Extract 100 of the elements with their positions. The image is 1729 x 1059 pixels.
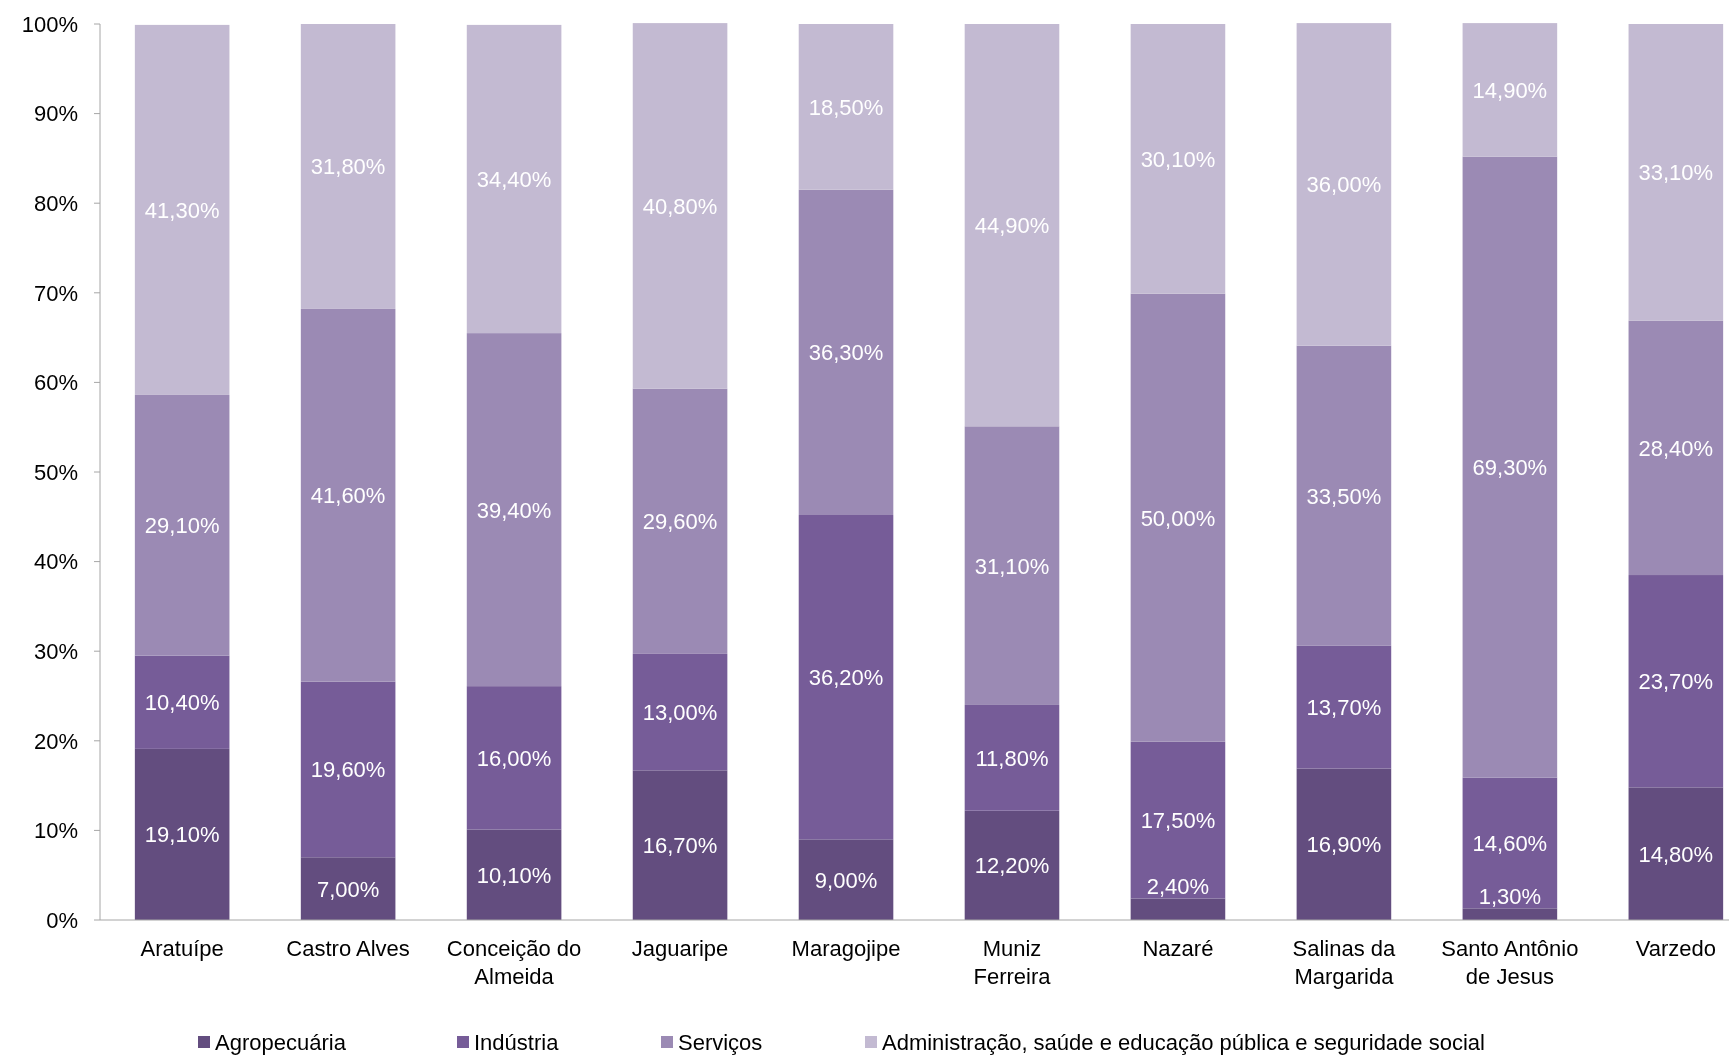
bar xyxy=(300,308,396,682)
y-tick-label: 90% xyxy=(33,101,78,127)
bar xyxy=(1462,23,1558,157)
bar xyxy=(632,23,728,389)
bar xyxy=(466,829,562,920)
data-label: 13,00% xyxy=(642,700,718,726)
x-tick-label: Salinas da Margarida xyxy=(1292,936,1397,989)
bar xyxy=(632,653,728,771)
data-label: 41,30% xyxy=(144,197,220,223)
bar xyxy=(1296,23,1392,346)
data-label: 1,30% xyxy=(1478,884,1542,910)
data-label: 13,70% xyxy=(1306,695,1382,721)
data-label: 16,90% xyxy=(1306,832,1382,858)
bar xyxy=(1296,345,1392,646)
y-tick-label: 20% xyxy=(33,728,78,754)
bar xyxy=(134,748,230,920)
legend-label: Serviços xyxy=(678,1030,763,1055)
bar xyxy=(466,333,562,687)
y-tick-label: 80% xyxy=(33,190,78,216)
bar xyxy=(1462,777,1558,909)
y-tick-label: 60% xyxy=(33,370,78,396)
data-label: 14,80% xyxy=(1638,841,1714,867)
bar xyxy=(798,189,894,516)
bar xyxy=(134,394,230,656)
data-label: 31,10% xyxy=(974,553,1050,579)
bar xyxy=(1462,156,1558,778)
bar xyxy=(466,24,562,334)
data-label: 29,10% xyxy=(144,513,220,539)
data-label: 34,40% xyxy=(476,167,552,193)
y-tick-label: 40% xyxy=(33,549,78,575)
x-tick-label: Nazaré xyxy=(1142,936,1214,961)
data-label: 14,90% xyxy=(1472,77,1548,103)
y-tick-label: 100% xyxy=(21,11,78,37)
data-label: 14,60% xyxy=(1472,830,1548,856)
data-label: 19,60% xyxy=(310,757,386,783)
data-label: 10,40% xyxy=(144,690,220,716)
bar xyxy=(964,704,1060,811)
bar xyxy=(300,857,396,920)
y-tick-label: 10% xyxy=(33,818,78,844)
data-label: 7,00% xyxy=(316,876,380,902)
data-label: 12,20% xyxy=(974,853,1050,879)
data-label: 41,60% xyxy=(310,483,386,509)
bar xyxy=(1628,24,1724,321)
x-tick-label: Maragojipe xyxy=(791,936,901,961)
y-tick-label: 70% xyxy=(33,280,78,306)
data-label: 40,80% xyxy=(642,193,718,219)
bar xyxy=(1628,575,1724,788)
data-label: 44,90% xyxy=(974,213,1050,239)
data-label: 18,50% xyxy=(808,94,884,120)
x-tick-label: Jaguaripe xyxy=(631,936,729,961)
y-tick-label: 30% xyxy=(33,638,78,664)
bar xyxy=(1130,898,1226,920)
bar xyxy=(134,655,230,749)
bar xyxy=(964,426,1060,705)
data-label: 10,10% xyxy=(476,862,552,888)
bar xyxy=(1296,768,1392,920)
data-label: 16,70% xyxy=(642,833,718,859)
y-tick-label: 50% xyxy=(33,459,78,485)
x-tick-label: Castro Alves xyxy=(286,936,410,961)
bar xyxy=(798,839,894,920)
x-tick-label: Santo Antônio de Jesus xyxy=(1441,936,1579,989)
data-label: 2,40% xyxy=(1146,874,1210,900)
x-tick-label: Conceição do Almeida xyxy=(446,936,582,989)
bar xyxy=(1130,293,1226,742)
data-label: 36,00% xyxy=(1306,172,1382,198)
data-label: 39,40% xyxy=(476,497,552,523)
bar xyxy=(300,24,396,309)
data-label: 11,80% xyxy=(975,745,1049,771)
bar xyxy=(632,388,728,654)
bar xyxy=(1130,24,1226,294)
x-tick-label: Aratuípe xyxy=(140,936,224,961)
bar xyxy=(964,810,1060,920)
y-tick-label: 0% xyxy=(46,907,78,933)
bar xyxy=(1628,787,1724,920)
data-label: 69,30% xyxy=(1472,455,1548,481)
legend-label: Indústria xyxy=(474,1030,560,1055)
bar xyxy=(1462,908,1558,920)
bar xyxy=(1130,741,1226,899)
x-tick-label: Varzedo xyxy=(1635,936,1716,961)
data-label: 31,80% xyxy=(310,154,386,180)
data-label: 50,00% xyxy=(1140,505,1216,531)
data-label: 33,10% xyxy=(1638,160,1714,186)
x-tick-label: Muniz Ferreira xyxy=(973,936,1052,989)
data-label: 36,30% xyxy=(808,340,884,366)
bar xyxy=(964,24,1060,427)
bar xyxy=(466,686,562,830)
bar xyxy=(1628,320,1724,576)
data-label: 17,50% xyxy=(1140,808,1216,834)
data-label: 30,10% xyxy=(1140,146,1216,172)
legend-label: Administração, saúde e educação pública e seguridade social xyxy=(882,1030,1485,1055)
bar xyxy=(798,24,894,190)
bar xyxy=(134,24,230,395)
data-label: 28,40% xyxy=(1638,435,1714,461)
data-label: 29,60% xyxy=(642,509,718,535)
data-label: 36,20% xyxy=(808,665,884,691)
bar xyxy=(1296,645,1392,769)
bar xyxy=(632,770,728,920)
data-label: 23,70% xyxy=(1638,669,1714,695)
data-label: 19,10% xyxy=(144,822,220,848)
data-label: 16,00% xyxy=(476,745,552,771)
